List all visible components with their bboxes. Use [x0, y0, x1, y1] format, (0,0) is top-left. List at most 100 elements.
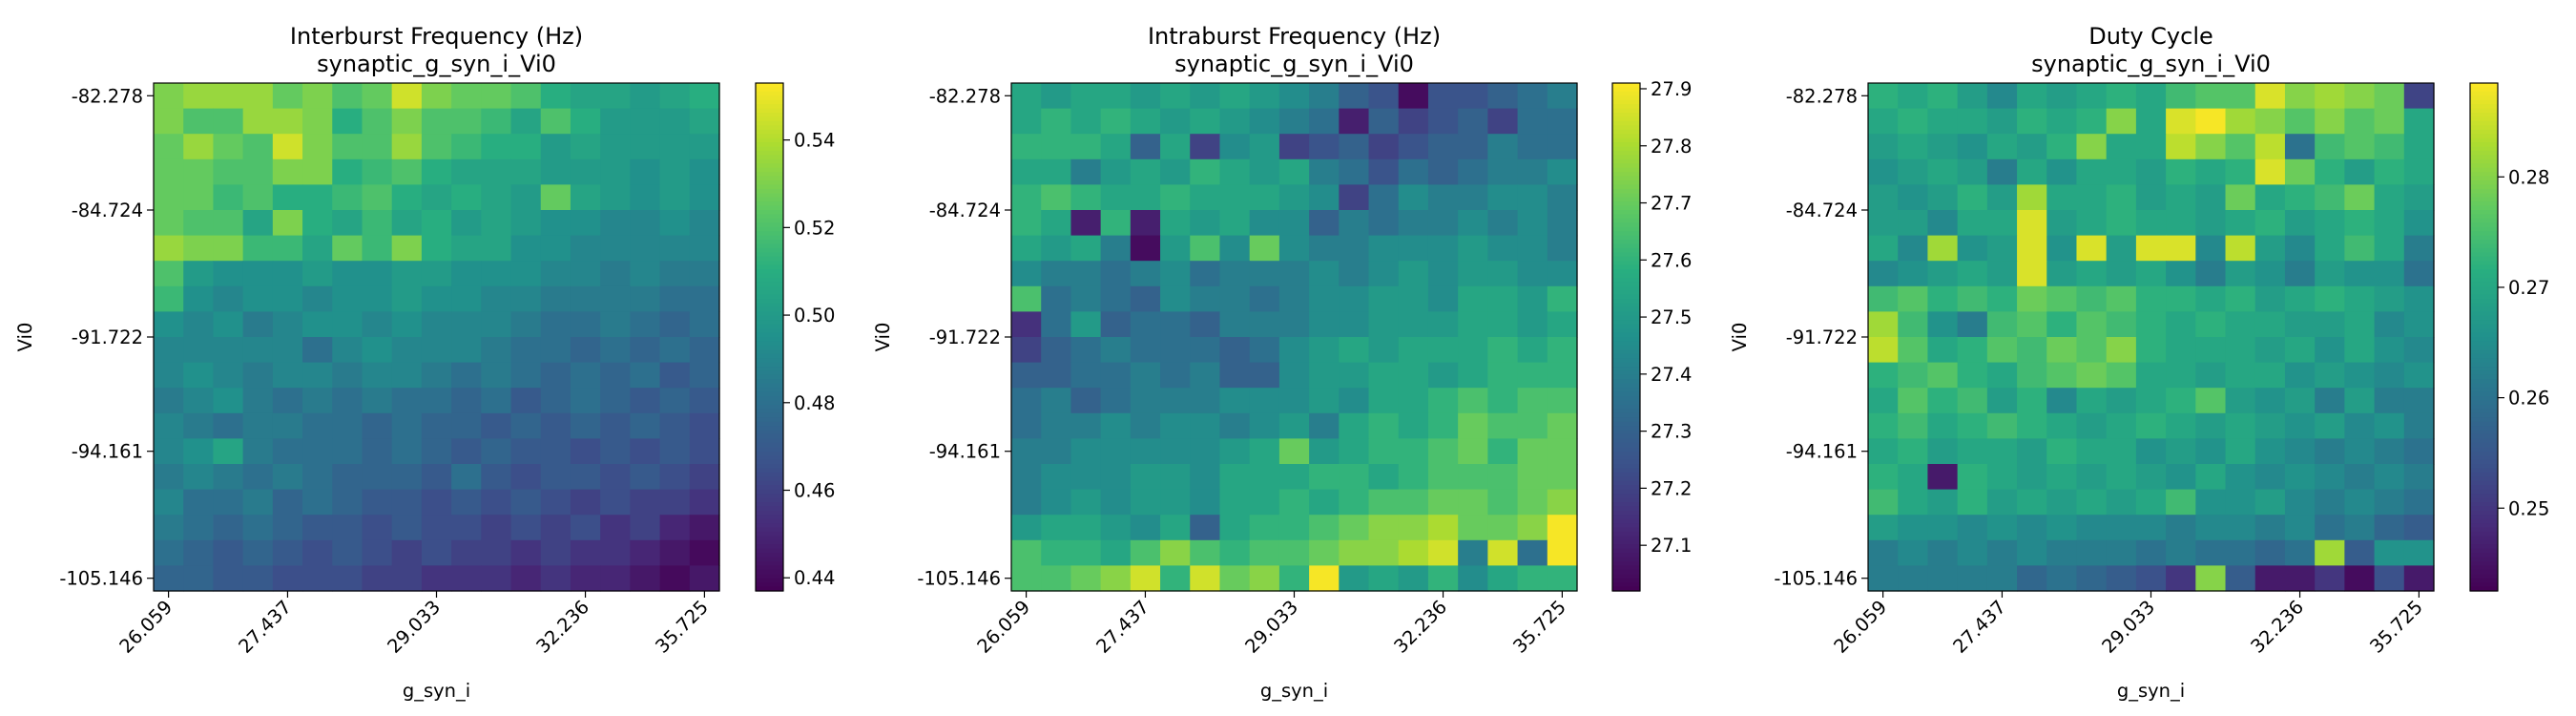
- heatmap-cell: [1100, 210, 1132, 237]
- heatmap-cell: [1368, 158, 1400, 185]
- heatmap-cell: [1041, 515, 1072, 541]
- heatmap-cell: [213, 83, 244, 110]
- heatmap-cell: [2166, 412, 2196, 439]
- colorbar-segment: [2470, 184, 2498, 190]
- colorbar-segment: [756, 264, 783, 270]
- colorbar-segment: [756, 510, 783, 516]
- colorbar-segment: [1612, 176, 1640, 181]
- colorbar-segment: [1612, 261, 1640, 266]
- heatmap-cell: [1986, 134, 2018, 160]
- heatmap-cell: [2076, 489, 2108, 516]
- heatmap-cell: [1309, 210, 1340, 237]
- heatmap-cell: [1957, 464, 1988, 491]
- heatmap-cell: [154, 362, 184, 389]
- heatmap-cell: [600, 311, 631, 338]
- colorbar-segment: [2470, 421, 2498, 427]
- colorbar-segment: [756, 468, 783, 474]
- heatmap-cell: [242, 489, 274, 516]
- heatmap-cell: [510, 515, 542, 541]
- heatmap-cell: [242, 235, 274, 262]
- heatmap-cell: [362, 285, 393, 312]
- heatmap-cell: [510, 438, 542, 465]
- heatmap-cell: [1011, 158, 1042, 185]
- heatmap-cell: [1278, 464, 1310, 491]
- heatmap-cell: [1898, 565, 1929, 592]
- x-tick-label: 27.437: [234, 596, 296, 658]
- colorbar-segment: [756, 489, 783, 495]
- heatmap-cell: [1249, 210, 1280, 237]
- colorbar-segment: [2470, 417, 2498, 423]
- colorbar-segment: [1612, 421, 1640, 427]
- colorbar-segment: [756, 222, 783, 228]
- heatmap-cell: [1517, 158, 1548, 185]
- heatmap-cell: [1219, 311, 1251, 338]
- colorbar-segment: [756, 150, 783, 156]
- heatmap-cell: [2284, 134, 2316, 160]
- heatmap-cell: [1957, 438, 1988, 465]
- colorbar-segment: [2470, 553, 2498, 558]
- heatmap-cell: [1070, 210, 1102, 237]
- colorbar-segment: [2470, 565, 2498, 571]
- heatmap-cell: [2195, 108, 2227, 135]
- heatmap-cell: [362, 565, 393, 592]
- colorbar-segment: [756, 214, 783, 220]
- heatmap-cell: [2254, 337, 2286, 364]
- heatmap-cell: [2076, 184, 2108, 211]
- heatmap-cell: [1339, 158, 1370, 185]
- heatmap-cell: [213, 412, 244, 439]
- heatmap-cell: [1309, 311, 1340, 338]
- colorbar-segment: [2470, 222, 2498, 228]
- heatmap-cell: [2225, 539, 2256, 566]
- heatmap-cell: [2284, 311, 2316, 338]
- colorbar-segment: [2470, 515, 2498, 520]
- heatmap-cell: [154, 412, 184, 439]
- colorbar-segment: [2470, 400, 2498, 406]
- heatmap-cell: [332, 184, 364, 211]
- heatmap-cell: [154, 388, 184, 414]
- heatmap-cell: [1487, 565, 1519, 592]
- heatmap-cell: [2135, 108, 2167, 135]
- heatmap-cell: [1398, 108, 1429, 135]
- heatmap-cell: [213, 464, 244, 491]
- heatmap-cell: [1957, 285, 1988, 312]
- heatmap-cell: [2374, 464, 2405, 491]
- heatmap-cell: [1100, 108, 1132, 135]
- heatmap-cell: [630, 438, 661, 465]
- heatmap-cell: [540, 184, 571, 211]
- heatmap-cell: [1398, 388, 1429, 414]
- colorbar-segment: [756, 104, 783, 110]
- heatmap-cell: [1986, 261, 2018, 287]
- heatmap-cell: [689, 464, 720, 491]
- heatmap-cell: [183, 539, 215, 566]
- heatmap-cell: [2284, 285, 2316, 312]
- heatmap-cell: [1398, 438, 1429, 465]
- colorbar-segment: [2470, 240, 2498, 245]
- colorbar-segment: [1612, 332, 1640, 338]
- heatmap-cell: [2135, 184, 2167, 211]
- heatmap-cell: [1309, 412, 1340, 439]
- heatmap-cell: [242, 134, 274, 160]
- heatmap-cell: [1070, 261, 1102, 287]
- heatmap-cell: [2403, 388, 2435, 414]
- colorbar-tick-label: 27.9: [1651, 78, 1692, 100]
- x-tick-label: 35.725: [651, 596, 713, 658]
- heatmap-cell: [1986, 539, 2018, 566]
- heatmap-cell: [1986, 311, 2018, 338]
- heatmap-cell: [1368, 83, 1400, 110]
- colorbar-segment: [2470, 438, 2498, 444]
- heatmap-cell: [1011, 464, 1042, 491]
- heatmap-cell: [183, 412, 215, 439]
- colorbar-segment: [756, 137, 783, 143]
- heatmap-cell: [213, 184, 244, 211]
- heatmap-cell: [2254, 108, 2286, 135]
- colorbar-segment: [756, 553, 783, 558]
- colorbar-segment: [756, 409, 783, 414]
- colorbar-segment: [1612, 459, 1640, 465]
- heatmap-cell: [630, 158, 661, 185]
- heatmap-cell: [213, 108, 244, 135]
- heatmap-cell: [481, 362, 512, 389]
- chart-subtitle: synaptic_g_syn_i_Vi0: [1174, 51, 1414, 77]
- heatmap-cell: [2403, 438, 2435, 465]
- colorbar-segment: [1612, 494, 1640, 499]
- heatmap-cell: [2254, 464, 2286, 491]
